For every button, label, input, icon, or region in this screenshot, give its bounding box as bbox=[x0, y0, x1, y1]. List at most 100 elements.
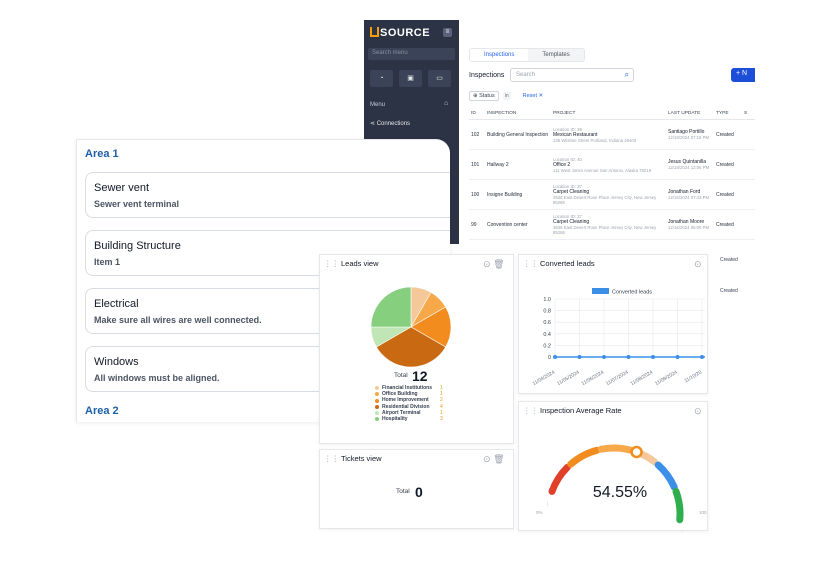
legend-item[interactable]: Financial Institutions 1 bbox=[375, 385, 443, 391]
drag-handle-icon[interactable]: ⋮⋮ bbox=[324, 259, 339, 268]
dashboard-icon[interactable]: ◔ bbox=[370, 70, 393, 87]
project-name: Office 2 bbox=[553, 161, 571, 168]
column-header[interactable]: ID bbox=[469, 108, 485, 120]
legend-item[interactable]: Airport Terminal 1 bbox=[375, 410, 443, 416]
legend-swatch bbox=[375, 392, 379, 397]
column-header[interactable]: INSPECTION bbox=[485, 108, 551, 120]
sidebar-search-input[interactable]: Search menu bbox=[368, 48, 455, 60]
total-label: Total bbox=[394, 372, 408, 379]
project-cell: Location ID: 37 Carpet Cleaning 3938 East … bbox=[551, 209, 666, 240]
legend-value: 1 bbox=[440, 385, 443, 391]
column-header[interactable]: TYPE bbox=[714, 108, 742, 120]
inspection-id-link[interactable]: 100 bbox=[469, 179, 485, 210]
item-subtitle: All windows must be aligned. bbox=[94, 373, 220, 383]
tab-templates[interactable]: Templates bbox=[528, 49, 584, 61]
settings-icon[interactable]: ⊙ bbox=[483, 259, 491, 269]
legend-swatch bbox=[375, 410, 379, 415]
type-cell: Created bbox=[714, 149, 742, 180]
legend-label: Hospitality bbox=[382, 416, 408, 423]
legend-label: Home Improvement bbox=[382, 397, 429, 404]
table-row[interactable]: 102 Building General Inspection Location I… bbox=[469, 119, 755, 150]
last-update-cell: Jonathan Ford 12/16/2024 07:43 PM bbox=[666, 179, 714, 210]
inspection-rate-widget: ⋮⋮ Inspection Average Rate ⊙ 54.55% 0% 10… bbox=[518, 401, 708, 532]
inspection-id-link[interactable]: 99 bbox=[469, 209, 485, 240]
legend-value: 4 bbox=[440, 403, 443, 410]
table-row[interactable]: 99 Convention center Location ID: 37 Carpet… bbox=[469, 209, 755, 240]
folder-icon[interactable]: ▭ bbox=[428, 70, 451, 87]
share-icon: ⋖ bbox=[370, 121, 377, 127]
inspection-id-link[interactable]: 101 bbox=[469, 149, 485, 180]
updated-at: 12/16/2024 07:43 PM bbox=[668, 195, 710, 200]
sidebar-item-connections[interactable]: ⋖ Connections bbox=[370, 121, 411, 127]
table-row[interactable]: 100 Insigne Building Location ID: 37 Carpet… bbox=[469, 179, 755, 210]
type-cell: Created bbox=[714, 119, 742, 150]
y-tick-label: 0.4 bbox=[543, 332, 551, 338]
legend-value: 3 bbox=[440, 416, 443, 423]
last-update-cell: Jesus Quintanilla 12/18/2024 12:06 PM bbox=[666, 149, 714, 180]
legend-item[interactable]: Home Improvement 2 bbox=[375, 397, 443, 403]
drag-handle-icon[interactable]: ⋮⋮ bbox=[324, 454, 339, 463]
settings-icon[interactable]: ⊙ bbox=[483, 454, 491, 464]
page-title: Inspections bbox=[469, 72, 505, 79]
inspections-table: ID INSPECTION PROJECT LAST UPDATE TYPE S… bbox=[469, 108, 755, 240]
project-cell: Location ID: 40 Office 2 111 West Jones Av… bbox=[551, 149, 666, 180]
status-filter-chip[interactable]: ⊕ Status bbox=[469, 91, 499, 101]
y-tick-label: 1.0 bbox=[543, 297, 551, 303]
total-value: 12 bbox=[412, 368, 428, 384]
status-cell bbox=[742, 119, 755, 150]
inspection-name: Insigne Building bbox=[485, 179, 551, 210]
legend-swatch bbox=[592, 288, 609, 294]
column-header[interactable]: LAST UPDATE bbox=[666, 108, 714, 120]
updated-by: Jesus Quintanilla bbox=[668, 159, 707, 165]
gauge-value: 54.55% bbox=[592, 484, 648, 501]
updated-at: 12/18/2024 07:15 PM bbox=[668, 135, 710, 140]
y-tick-label: 0.6 bbox=[543, 320, 551, 326]
search-input[interactable]: Search ⌕ bbox=[510, 68, 634, 82]
area-item-card[interactable]: Sewer vent Sewer vent terminal bbox=[85, 172, 450, 218]
settings-icon[interactable]: ⊙ bbox=[694, 259, 702, 269]
data-point bbox=[651, 355, 655, 359]
column-header[interactable]: S bbox=[742, 108, 755, 120]
tab-inspections[interactable]: Inspections bbox=[470, 49, 529, 61]
legend-item[interactable]: Hospitality 3 bbox=[375, 416, 443, 422]
project-address: 3938 East Desert Rose Place Jersey City,… bbox=[553, 225, 657, 235]
x-tick-label: 11/04/2024 bbox=[532, 369, 557, 387]
home-icon[interactable]: ⌂ bbox=[444, 100, 449, 107]
status-cell bbox=[742, 149, 755, 180]
inspection-name: Convention center bbox=[485, 209, 551, 240]
y-tick-label: 0.8 bbox=[543, 309, 551, 315]
legend-item[interactable]: Office Building 1 bbox=[375, 391, 443, 397]
menu-toggle-icon[interactable]: ≡ bbox=[443, 28, 452, 37]
inspection-id-link[interactable]: 102 bbox=[469, 119, 485, 150]
settings-icon[interactable]: ⊙ bbox=[694, 406, 702, 416]
gauge-segment bbox=[597, 444, 635, 454]
y-tick-label: 0.2 bbox=[543, 343, 551, 349]
drag-handle-icon[interactable]: ⋮⋮ bbox=[523, 259, 538, 268]
last-update-cell: Santiago Portillo 12/18/2024 07:15 PM bbox=[666, 119, 714, 150]
x-tick-label: 11/07/2024 bbox=[605, 369, 630, 387]
pie-legend: Financial Institutions 1 Office Building 1 H… bbox=[375, 385, 443, 422]
reset-filter-button[interactable]: Reset ✕ bbox=[522, 93, 544, 99]
updated-by: Jonathan Moore bbox=[668, 219, 705, 225]
table-row[interactable]: 101 Hallway 2 Location ID: 40 Office 2 111 W… bbox=[469, 149, 755, 180]
new-inspection-button[interactable]: + N bbox=[731, 68, 755, 82]
trash-icon[interactable]: 🗑 bbox=[493, 259, 505, 269]
drag-handle-icon[interactable]: ⋮⋮ bbox=[523, 406, 538, 415]
legend-label: Airport Terminal bbox=[382, 409, 421, 416]
project-name: Carpet Cleaning bbox=[553, 189, 590, 195]
gauge-segment bbox=[567, 446, 601, 468]
converted-leads-line-chart: 00.20.40.60.81.011/04/2024 11/05/2024 11/0… bbox=[532, 288, 705, 387]
tickets-view-widget: ⋮⋮ Tickets view ⊙ 🗑 Total 0 bbox=[319, 449, 514, 529]
updated-by: Jonathan Ford bbox=[668, 189, 701, 195]
pie-slice bbox=[375, 326, 447, 368]
gauge-segment bbox=[672, 487, 684, 524]
column-header[interactable]: PROJECT bbox=[551, 108, 666, 120]
last-update-cell: Jonathan Moore 12/16/2024 06:00 PM bbox=[666, 209, 714, 240]
sidebar: SOURCE ≡ Search menu ◔ ▣ ▭ Menu ⌂ ⋖ Conn… bbox=[364, 20, 459, 244]
legend-item[interactable]: Residential Division 4 bbox=[375, 404, 443, 410]
trash-icon[interactable]: 🗑 bbox=[493, 454, 505, 464]
gauge-max-label: 100 bbox=[699, 510, 707, 515]
project-cell: Location ID: 37 Carpet Cleaning 3938 East … bbox=[551, 179, 666, 210]
total-label: Total bbox=[396, 488, 410, 495]
calendar-icon[interactable]: ▣ bbox=[399, 70, 422, 87]
